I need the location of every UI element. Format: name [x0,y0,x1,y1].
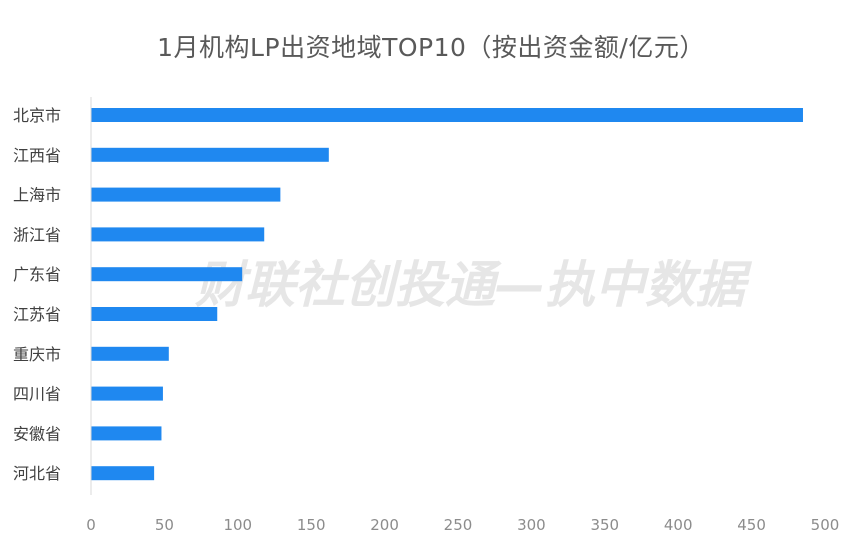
bar-0 [91,108,803,122]
x-tick-label: 0 [86,516,96,534]
x-tick-label: 350 [590,516,619,534]
bar-4 [91,267,243,282]
category-label: 江西省 [13,146,61,165]
watermark: 财联社创投通—执中数据 [195,256,753,314]
bar-5 [91,307,218,321]
bar-7 [91,386,163,401]
chart-title: 1月机构LP出资地域TOP10（按出资金额/亿元） [157,33,705,62]
x-tick-label: 500 [811,516,840,534]
category-label: 河北省 [13,464,61,483]
bar-1 [91,147,329,162]
x-tick-label: 400 [664,516,693,534]
x-tick-label: 50 [155,516,174,534]
category-label: 浙江省 [13,225,61,244]
bar-6 [91,346,169,361]
bar-8 [91,426,162,441]
category-label: 北京市 [13,106,61,125]
x-tick-labels: 0 50 100 150 200 250 300 350 400 450 500 [86,516,839,534]
category-label: 重庆市 [13,345,61,364]
category-label: 四川省 [13,385,61,404]
category-label: 安徽省 [13,424,61,443]
bar-2 [91,187,281,202]
category-label: 江苏省 [13,305,61,324]
x-tick-label: 200 [370,516,399,534]
bars-group [91,108,803,481]
category-label: 上海市 [13,186,61,205]
x-tick-label: 450 [737,516,766,534]
x-tick-label: 100 [223,516,252,534]
x-tick-label: 300 [517,516,546,534]
x-tick-label: 250 [444,516,473,534]
x-tick-label: 150 [297,516,326,534]
bar-9 [91,466,155,481]
bar-3 [91,227,265,242]
category-label: 广东省 [13,265,61,284]
